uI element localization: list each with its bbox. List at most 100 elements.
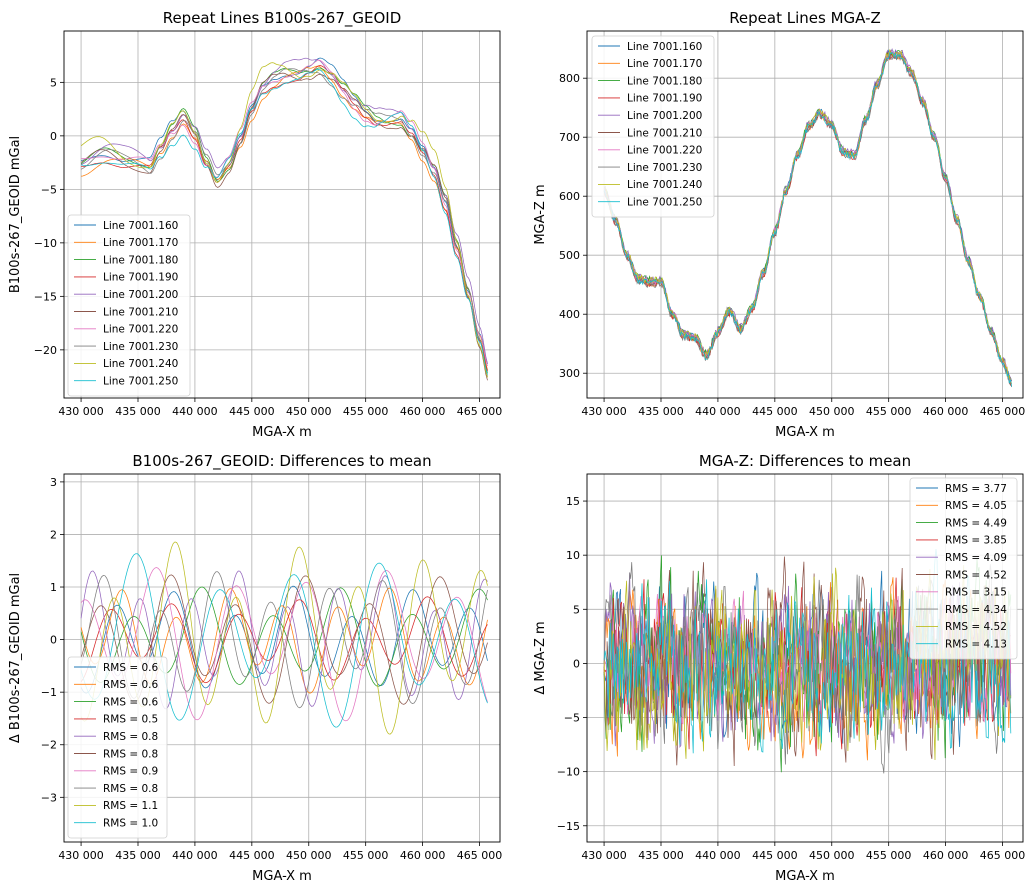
legend-entry: Line 7001.250	[627, 197, 702, 209]
y-tick-label: 700	[559, 131, 580, 144]
y-tick-label: 2	[50, 528, 57, 541]
x-tick-label: 435 000	[115, 405, 161, 418]
series-line	[603, 51, 1012, 387]
legend-entry: Line 7001.160	[627, 41, 702, 53]
y-tick-label: 10	[566, 549, 580, 562]
x-tick-label: 445 000	[752, 849, 798, 862]
axes-frame	[586, 473, 1024, 843]
series-group	[80, 57, 488, 381]
x-axis-label: MGA-X m	[252, 869, 312, 884]
legend-frame	[591, 35, 715, 218]
legend-entry: Line 7001.210	[627, 127, 702, 139]
x-tick-label: 440 000	[695, 849, 741, 862]
legend-entry: Line 7001.210	[103, 306, 178, 318]
chart-title: B100s-267_GEOID: Differences to mean	[132, 452, 431, 471]
axes-frame	[63, 30, 501, 399]
legend-entry: RMS = 0.6	[103, 662, 159, 674]
x-tick-label: 445 000	[229, 405, 275, 418]
series-line	[80, 570, 488, 710]
y-tick-label: −20	[34, 344, 57, 357]
axes-frame	[63, 473, 501, 843]
legend-entry: RMS = 0.6	[103, 696, 159, 708]
chart-title: Repeat Lines MGA-Z	[729, 9, 881, 27]
legend-entry: Line 7001.200	[103, 289, 178, 301]
legend-entry: RMS = 4.05	[945, 500, 1007, 512]
x-tick-label: 455 000	[866, 405, 912, 418]
y-tick-label: 5	[573, 603, 580, 616]
x-tick-label: 435 000	[115, 849, 161, 862]
x-tick-label: 460 000	[923, 849, 969, 862]
y-tick-label: −15	[34, 290, 57, 303]
legend: RMS = 0.6 RMS = 0.6 RMS = 0.6 RMS = 0.5 RMS …	[67, 656, 168, 839]
legend-entry: RMS = 4.52	[945, 621, 1007, 633]
legend-entry: Line 7001.220	[103, 324, 178, 336]
y-tick-label: 15	[566, 495, 580, 508]
legend-entry: Line 7001.180	[627, 75, 702, 87]
legend-entry: Line 7001.160	[103, 220, 178, 232]
legend-entry: RMS = 3.77	[945, 483, 1007, 495]
y-tick-label: 0	[50, 130, 57, 143]
x-tick-label: 430 000	[581, 405, 627, 418]
y-tick-label: −3	[41, 791, 57, 804]
y-tick-label: −10	[557, 766, 580, 779]
series-line	[603, 548, 1012, 754]
subplot-3: 430 000 435 000 440 000 445 000 450 000 455 0…	[8, 452, 502, 884]
x-tick-label: 440 000	[172, 405, 218, 418]
chart-title: MGA-Z: Differences to mean	[699, 452, 911, 470]
y-tick-label: 400	[559, 308, 580, 321]
legend-entry: Line 7001.220	[627, 145, 702, 157]
legend-entry: Line 7001.190	[103, 272, 178, 284]
legend-entry: RMS = 4.52	[945, 569, 1007, 581]
legend: Line 7001.160 Line 7001.170 Line 7001.180 L…	[67, 214, 191, 397]
legend-entry: RMS = 1.1	[103, 800, 158, 812]
series-group	[80, 541, 488, 735]
y-axis-label: Δ MGA-Z m	[533, 621, 548, 694]
x-tick-label: 450 000	[809, 405, 855, 418]
x-tick-label: 440 000	[695, 405, 741, 418]
legend-entry: RMS = 0.6	[103, 679, 159, 691]
y-tick-label: −1	[41, 686, 57, 699]
y-tick-label: 0	[50, 634, 57, 647]
series-line	[81, 69, 488, 375]
series-line	[81, 59, 488, 367]
y-tick-label: 3	[50, 476, 57, 489]
y-axis-label: B100s-267_GEOID mGal	[8, 136, 23, 293]
legend-entry: RMS = 4.49	[945, 517, 1007, 529]
legend: Line 7001.160 Line 7001.170 Line 7001.180 L…	[591, 35, 715, 218]
legend-entry: Line 7001.170	[103, 237, 178, 249]
series-line	[80, 586, 488, 687]
x-tick-label: 430 000	[58, 405, 104, 418]
x-axis-label: MGA-X m	[775, 425, 835, 440]
legend-entry: RMS = 0.9	[103, 766, 158, 778]
x-tick-label: 460 000	[400, 405, 446, 418]
series-line	[80, 62, 488, 378]
x-tick-label: 455 000	[343, 405, 389, 418]
legend-entry: RMS = 3.85	[945, 535, 1007, 547]
series-line	[80, 68, 488, 377]
x-axis-label: MGA-X m	[775, 869, 835, 884]
legend-entry: RMS = 4.13	[945, 639, 1007, 651]
series-group	[603, 48, 1012, 388]
legend-entry: RMS = 4.34	[945, 604, 1007, 616]
x-tick-label: 450 000	[286, 405, 332, 418]
series-line	[604, 51, 1012, 386]
legend-entry: RMS = 0.8	[103, 731, 158, 743]
y-tick-label: 800	[559, 72, 580, 85]
legend-entry: Line 7001.180	[103, 254, 178, 266]
y-tick-label: 300	[559, 367, 580, 380]
x-tick-label: 440 000	[172, 849, 218, 862]
y-tick-label: 0	[573, 657, 580, 670]
legend-frame	[909, 477, 1018, 660]
legend-entry: Line 7001.240	[627, 179, 702, 191]
legend-entry: Line 7001.230	[103, 341, 178, 353]
series-group	[603, 548, 1012, 774]
legend-entry: RMS = 0.8	[103, 748, 158, 760]
legend: RMS = 3.77 RMS = 4.05 RMS = 4.49 RMS = 3.85…	[909, 477, 1018, 660]
y-tick-label: −5	[564, 712, 580, 725]
x-tick-label: 435 000	[638, 849, 684, 862]
series-line	[80, 553, 488, 728]
legend-entry: RMS = 0.8	[103, 783, 158, 795]
y-tick-label: 5	[50, 76, 57, 89]
legend-entry: RMS = 0.5	[103, 714, 158, 726]
